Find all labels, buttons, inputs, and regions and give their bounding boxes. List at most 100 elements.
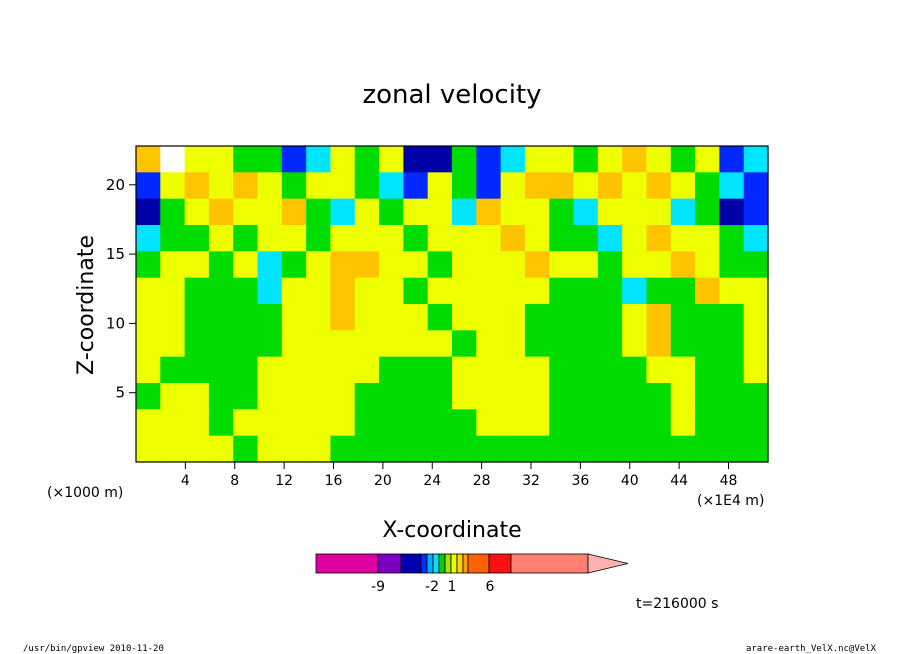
field-cell [136,383,161,410]
field-cell [330,383,356,410]
field-cell [427,225,453,252]
field-cell [452,277,477,305]
field-cell [573,277,599,305]
field-cell [403,356,429,384]
field-cell [184,225,210,252]
field-cell [257,330,283,358]
field-cell [719,356,745,384]
y-tick-label: 20 [106,176,125,194]
field-cell [184,172,210,200]
colorbar-segment [450,553,458,574]
field-cell [257,251,283,279]
field-cell [719,225,745,252]
field-cell [403,225,429,252]
field-cell [136,304,161,331]
field-cell [743,225,769,252]
x-tick-label: 36 [571,473,589,489]
colorbar-labels: -9 -2 1 6 [371,579,495,595]
field-cell [160,435,186,463]
field-cell [622,383,648,410]
field-cell [427,172,453,200]
field-cell [184,277,210,305]
field-cell [597,383,623,410]
field-cell [476,409,502,437]
field-cell [233,304,259,331]
field-cell [622,225,648,252]
field-cell [281,435,307,463]
field-cell [427,146,453,173]
field-cell [281,304,307,331]
field-cell [500,198,526,226]
field-cell [549,277,575,305]
x-tick-label: 24 [423,473,441,489]
field-cell [281,225,307,252]
field-cell [549,356,575,384]
field-cell [306,435,332,463]
field-cell [208,198,234,226]
field-cell [354,409,380,437]
field-cell [524,146,550,173]
field-cell [719,435,745,463]
field-cell [306,277,332,305]
field-cell [670,172,696,200]
field-cell [379,435,404,463]
field-cell [476,330,502,358]
field-cell [233,330,259,358]
field-cell [670,304,696,331]
colorbar-label: -2 [425,579,439,595]
field-cell [695,251,720,279]
field-cell [330,277,356,305]
field-cell [403,383,429,410]
field-cell [622,409,648,437]
field-cell [208,330,234,358]
field-cell [743,172,769,200]
field-cell [257,225,283,252]
field-cell [597,146,623,173]
field-cell [452,409,477,437]
field-cell [597,198,623,226]
field-cell [427,330,453,358]
field-cell [379,304,404,331]
field-cell [208,251,234,279]
field-cell [379,409,404,437]
field-cell [573,251,599,279]
colorbar-label: 1 [448,579,457,595]
x-tick-label: 40 [621,473,639,489]
field-cell [452,251,477,279]
field-cell [476,383,502,410]
field-cell [306,225,332,252]
field-cell [500,435,526,463]
field-cell [622,251,648,279]
field-cell [136,356,161,384]
field-cell [476,435,502,463]
field-cell [622,330,648,358]
field-cell [500,304,526,331]
field-cell [476,146,502,173]
field-cell [208,383,234,410]
field-cell [452,383,477,410]
colorbar-segment [444,553,452,574]
field-cell [670,435,696,463]
field-cell [670,330,696,358]
field-cell [549,409,575,437]
field-cell [597,409,623,437]
field-cell [233,435,259,463]
field-cell [257,198,283,226]
field-cell [622,146,648,173]
field-cell [597,330,623,358]
field-cell [184,330,210,358]
field-cell [646,409,672,437]
field-cell [597,251,623,279]
colorbar-segment [420,553,428,574]
field-cell [427,356,453,384]
colorbar-extension-arrow [587,553,629,574]
field-cell [597,172,623,200]
field-cell [281,251,307,279]
field-cell [597,225,623,252]
field-cell [306,146,332,173]
field-cell [573,435,599,463]
field-cell [573,198,599,226]
field-cell [160,330,186,358]
field-cell [379,172,404,200]
